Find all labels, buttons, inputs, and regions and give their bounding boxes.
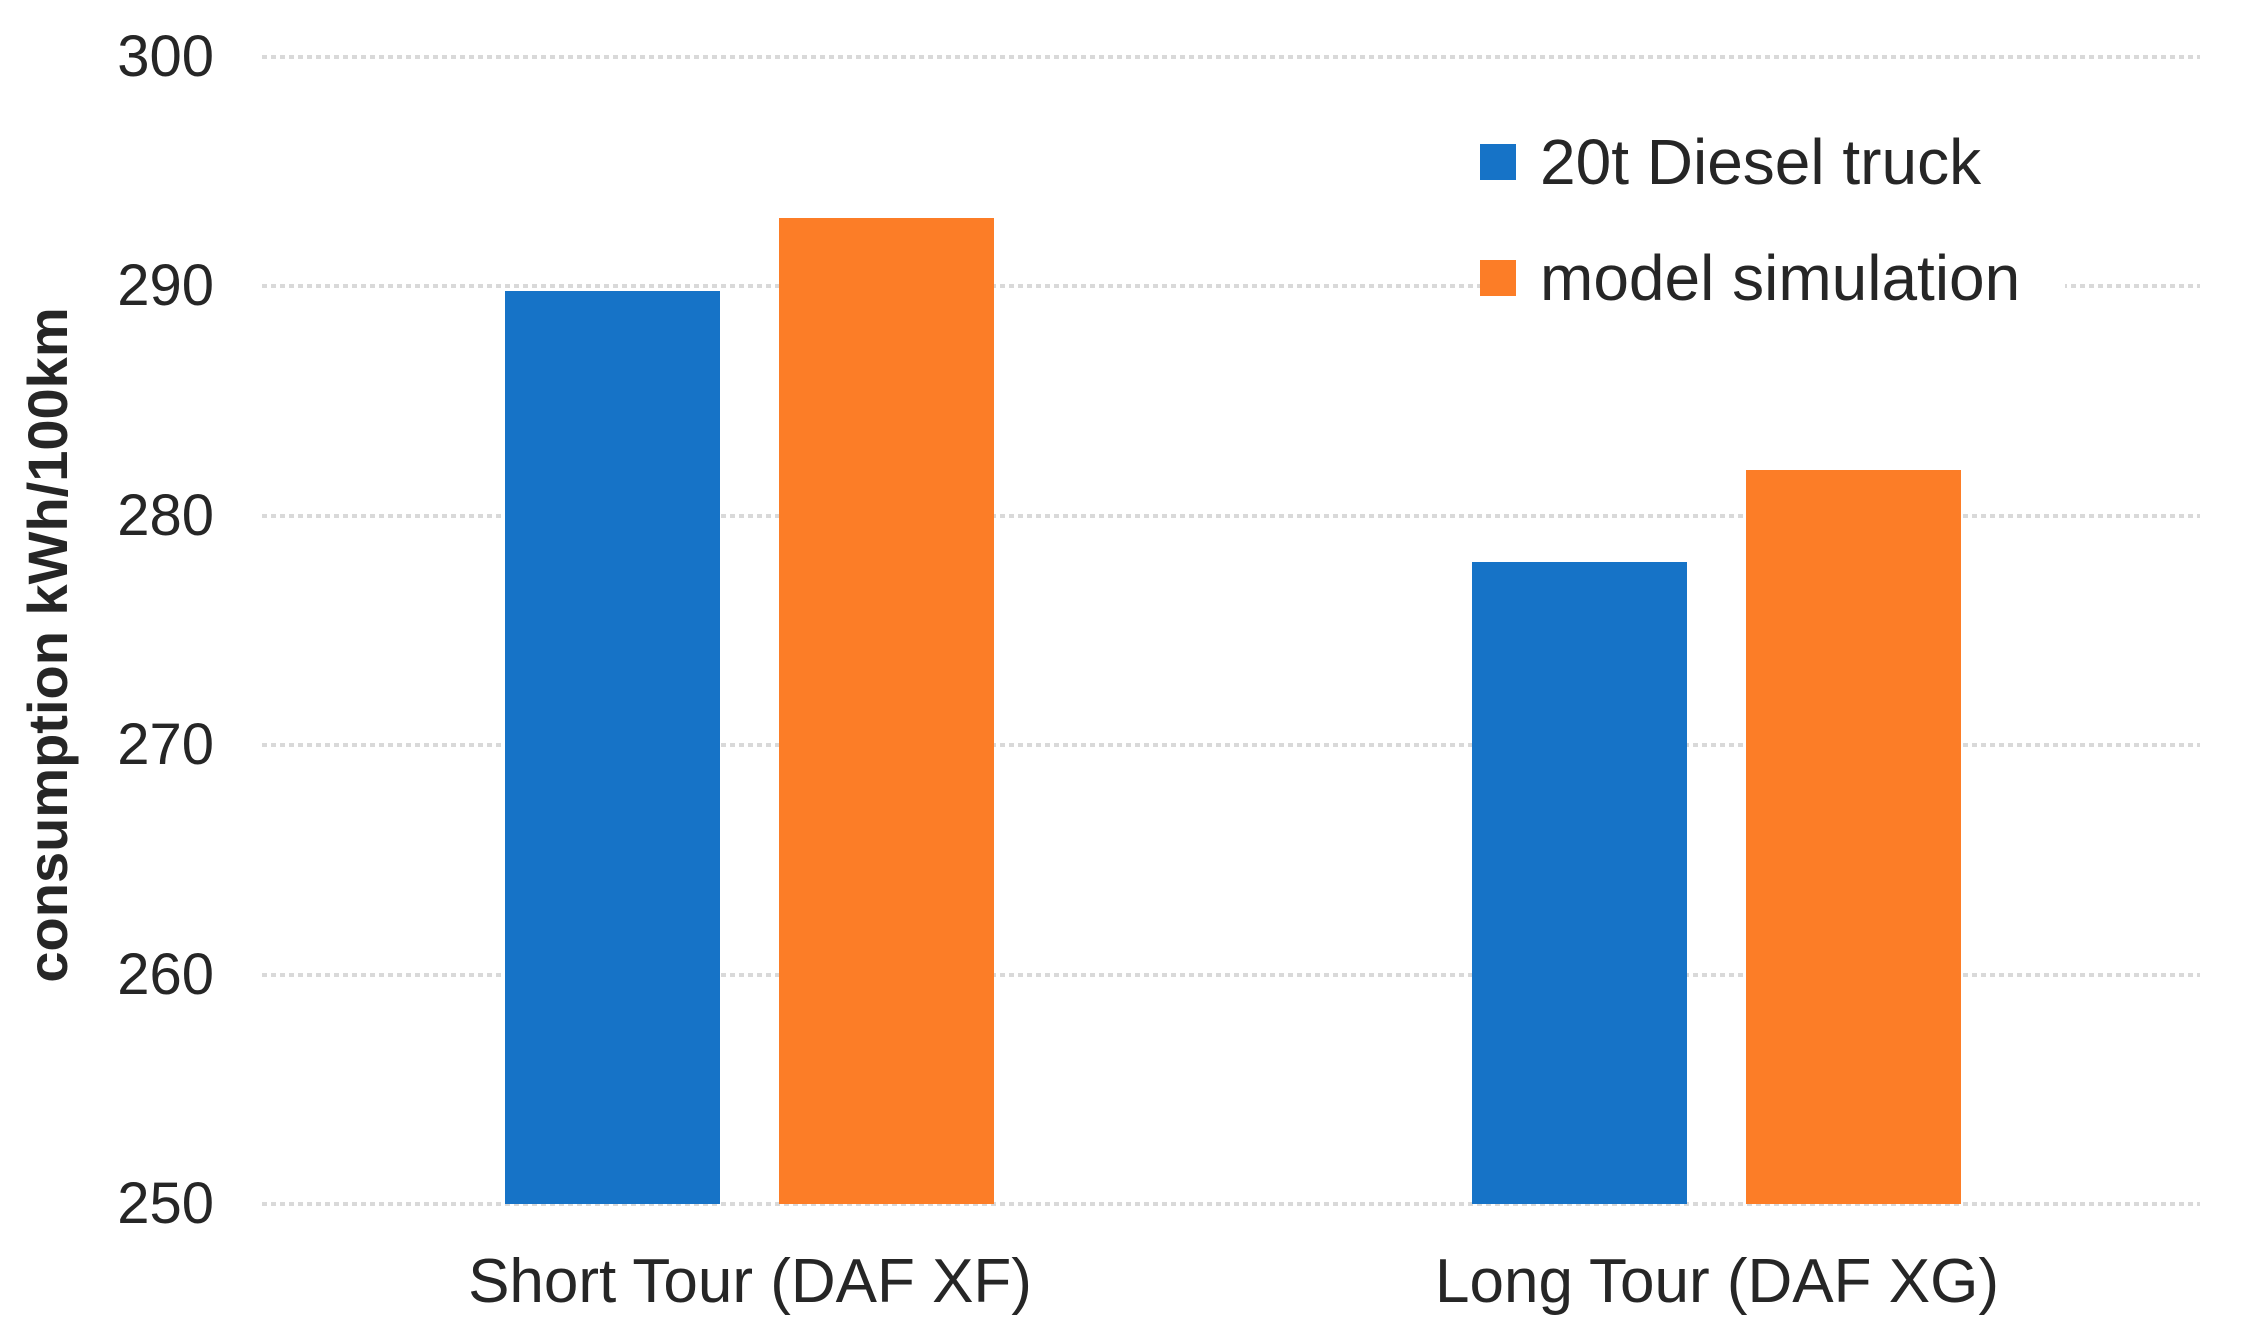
x-axis-label-short-tour: Short Tour (DAF XF) xyxy=(468,1247,1032,1316)
legend: 20t Diesel truck model simulation xyxy=(1480,125,2065,315)
legend-label-model-simulation: model simulation xyxy=(1540,242,2021,314)
y-tick-label: 270 xyxy=(117,712,214,778)
gridline xyxy=(262,1202,2200,1206)
x-axis-label-long-tour: Long Tour (DAF XG) xyxy=(1435,1247,1999,1316)
gridline xyxy=(262,284,2200,289)
bar-short-tour-diesel-truck xyxy=(505,291,720,1204)
plot-area: 20t Diesel truck model simulation 300 290… xyxy=(117,28,2200,1233)
y-axis-title: consumption kWh/100km xyxy=(16,307,79,983)
gridline xyxy=(262,513,2200,518)
bar-group-short-tour xyxy=(505,57,994,1204)
bar-long-tour-diesel-truck xyxy=(1472,561,1687,1204)
gridline xyxy=(262,743,2200,748)
bar-group-long-tour xyxy=(1472,57,1961,1204)
bar-long-tour-model-simulation xyxy=(1746,469,1961,1204)
y-tick-label: 300 xyxy=(117,24,214,89)
legend-item-diesel-truck: 20t Diesel truck xyxy=(1480,125,2065,199)
gridline xyxy=(262,55,2200,59)
y-tick-label: 260 xyxy=(117,941,214,1007)
legend-swatch-model-simulation xyxy=(1480,260,1516,296)
y-tick-label: 250 xyxy=(117,1171,214,1236)
legend-swatch-diesel-truck xyxy=(1480,144,1516,180)
bar-short-tour-model-simulation xyxy=(779,217,994,1204)
legend-label-diesel-truck: 20t Diesel truck xyxy=(1540,126,1982,198)
y-tick-label: 280 xyxy=(117,482,214,548)
gridline xyxy=(262,972,2200,977)
legend-item-model-simulation: model simulation xyxy=(1480,241,2065,315)
y-tick-label: 290 xyxy=(117,253,214,319)
